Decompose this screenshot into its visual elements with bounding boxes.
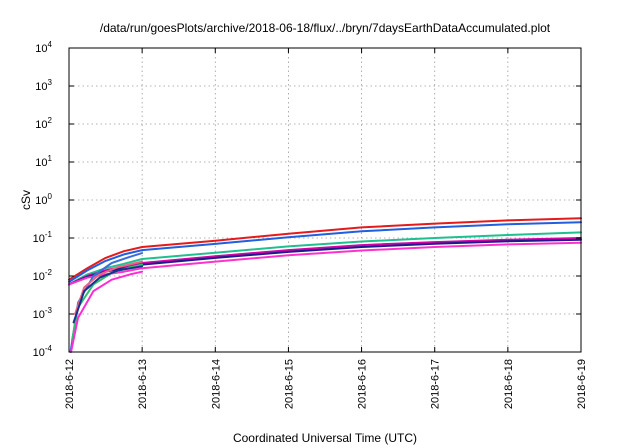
y-tick-base: 10 — [35, 43, 47, 55]
series-line-2 — [68, 221, 582, 283]
x-tick-label: 2018-6-18 — [503, 359, 515, 409]
y-tick-exponent: 2 — [48, 116, 53, 125]
y-tick-label: 100 — [35, 192, 52, 207]
chart-title: /data/run/goesPlots/archive/2018-06-18/f… — [100, 21, 551, 35]
y-tick-base: 10 — [33, 233, 45, 245]
x-tick-label: 2018-6-15 — [283, 359, 295, 409]
x-tick-label: 2018-6-19 — [576, 359, 588, 409]
y-tick-exponent: -1 — [45, 230, 53, 239]
x-tick-label: 2018-6-14 — [210, 359, 222, 409]
x-tick-labels: 2018-6-12 2018-6-13 2018-6-14 2018-6-15 2018… — [64, 48, 588, 409]
x-tick-label: 2018-6-16 — [357, 359, 369, 409]
y-tick-label: 102 — [35, 116, 52, 131]
y-tick-base: 10 — [33, 309, 45, 321]
series-line-11 — [72, 265, 144, 324]
y-tick-exponent: -3 — [45, 306, 53, 315]
series-line-9 — [70, 270, 144, 353]
y-tick-base: 10 — [35, 195, 47, 207]
y-tick-label: 10-2 — [33, 268, 53, 283]
y-tick-base: 10 — [35, 81, 47, 93]
y-tick-label: 10-1 — [33, 230, 53, 245]
series-line-10 — [74, 260, 144, 315]
y-axis-label: cSv — [19, 190, 33, 210]
y-tick-label: 10-4 — [33, 344, 53, 359]
x-tick-label: 2018-6-17 — [430, 359, 442, 409]
y-tick-base: 10 — [33, 271, 45, 283]
series-group — [68, 217, 582, 353]
y-tick-label: 103 — [35, 78, 52, 93]
x-tick-label: 2018-6-12 — [64, 359, 76, 409]
y-tick-label: 101 — [35, 154, 52, 169]
series-line-3 — [68, 231, 582, 286]
y-tick-exponent: 0 — [48, 192, 53, 201]
y-tick-exponent: 3 — [48, 78, 53, 87]
y-tick-exponent: -4 — [45, 344, 53, 353]
grid-lines — [69, 48, 581, 352]
x-tick-label: 2018-6-13 — [137, 359, 149, 409]
y-tick-exponent: 4 — [48, 40, 53, 49]
y-tick-exponent: -2 — [45, 268, 53, 277]
x-axis-label: Coordinated Universal Time (UTC) — [233, 431, 417, 445]
y-tick-exponent: 1 — [48, 154, 53, 163]
y-tick-base: 10 — [35, 119, 47, 131]
y-tick-label: 104 — [35, 40, 52, 55]
y-tick-label: 10-3 — [33, 306, 53, 321]
y-tick-base: 10 — [33, 347, 45, 359]
series-line-1 — [68, 217, 582, 281]
y-tick-base: 10 — [35, 157, 47, 169]
